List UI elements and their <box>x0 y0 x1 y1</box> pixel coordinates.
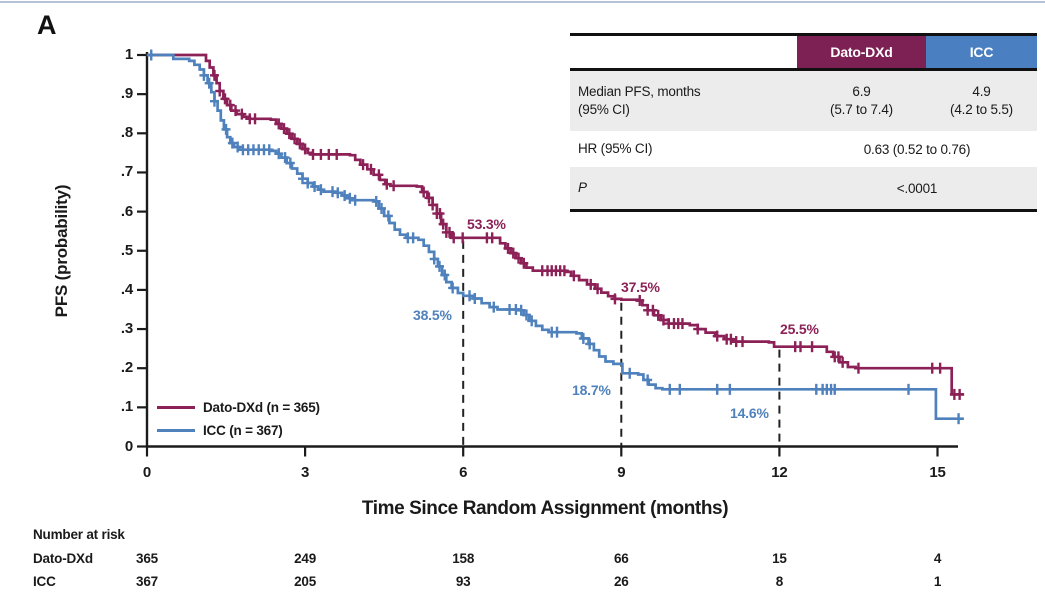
median-pfs-icc-value: 4.9 (4.2 to 5.5) <box>950 84 1013 117</box>
y-tick-label: .1 <box>120 398 133 416</box>
risk-count: 367 <box>136 574 158 589</box>
landmark-label-icc: 14.6% <box>730 405 769 421</box>
risk-count: 26 <box>613 574 629 589</box>
stats-header-icc: ICC <box>926 36 1037 68</box>
y-tick-label: .4 <box>120 280 133 298</box>
legend: Dato-DXd (n = 365) ICC (n = 367) <box>157 396 320 442</box>
risk-count: 8 <box>775 574 784 589</box>
risk-row-label-icc: ICC <box>33 574 56 589</box>
p-label: P <box>578 180 587 196</box>
y-tick-label: .9 <box>120 85 133 103</box>
risk-count: 205 <box>294 574 317 589</box>
stats-row-hr: HR (95% CI) 0.63 (0.52 to 0.76) <box>570 131 1037 167</box>
landmark-label-icc: 38.5% <box>413 307 452 323</box>
landmark-label-dato: 53.3% <box>467 216 506 232</box>
legend-label-icc: ICC (n = 367) <box>203 423 283 438</box>
landmark-label-dato: 25.5% <box>780 321 819 337</box>
risk-count: 365 <box>136 551 158 566</box>
p-value: <.0001 <box>896 180 938 196</box>
stats-row-median: Median PFS, months (95% CI) 6.9 (5.7 to … <box>570 71 1037 131</box>
risk-count: 66 <box>613 551 629 566</box>
x-axis-label: Time Since Random Assignment (months) <box>361 498 729 519</box>
risk-count: 4 <box>933 551 942 566</box>
stats-row-p: P <.0001 <box>570 167 1037 209</box>
panel-label: A <box>37 10 57 40</box>
y-tick-label: 1 <box>124 46 133 63</box>
top-divider-rule <box>0 1 1045 3</box>
x-tick-label: 6 <box>459 464 468 481</box>
y-tick-label: 0 <box>124 437 133 455</box>
legend-label-dato: Dato-DXd (n = 365) <box>203 400 320 415</box>
stats-table: Dato-DXd ICC Median PFS, months (95% CI)… <box>570 33 1037 212</box>
stats-header-spacer <box>570 36 797 68</box>
x-tick-label: 12 <box>771 464 788 481</box>
risk-count: 93 <box>455 574 471 589</box>
risk-count: 1 <box>933 574 942 589</box>
legend-item-icc: ICC (n = 367) <box>157 419 320 442</box>
y-tick-label: .2 <box>120 359 133 377</box>
stats-header-dato: Dato-DXd <box>797 36 926 68</box>
legend-swatch-dato <box>157 406 195 409</box>
hr-label: HR (95% CI) <box>578 141 653 157</box>
y-tick-label: .6 <box>120 202 133 220</box>
landmark-label-icc: 18.7% <box>572 382 611 398</box>
legend-swatch-icc <box>157 429 195 432</box>
x-tick-label: 9 <box>617 464 626 481</box>
stats-table-header: Dato-DXd ICC <box>570 36 1037 71</box>
y-tick-label: .5 <box>120 241 133 259</box>
number-at-risk-title: Number at risk <box>33 527 125 542</box>
hr-value: 0.63 (0.52 to 0.76) <box>863 141 971 157</box>
median-pfs-dato-value: 6.9 (5.7 to 7.4) <box>830 84 893 117</box>
x-tick-label: 0 <box>142 464 152 481</box>
legend-item-dato: Dato-DXd (n = 365) <box>157 396 320 419</box>
x-tick-label: 3 <box>301 464 310 481</box>
landmark-label-dato: 37.5% <box>621 279 660 295</box>
x-tick-label: 15 <box>929 464 946 481</box>
y-tick-label: .7 <box>120 163 133 181</box>
y-tick-label: .3 <box>120 320 133 338</box>
median-pfs-label: Median PFS, months (95% CI) <box>578 84 701 117</box>
risk-count: 15 <box>772 551 787 566</box>
risk-count: 249 <box>294 551 317 566</box>
y-axis-label: PFS (probability) <box>52 184 71 318</box>
km-curve-dato <box>147 53 964 396</box>
risk-count: 158 <box>452 551 475 566</box>
risk-row-label-dato: Dato-DXd <box>33 551 93 566</box>
y-tick-label: .8 <box>120 124 133 142</box>
